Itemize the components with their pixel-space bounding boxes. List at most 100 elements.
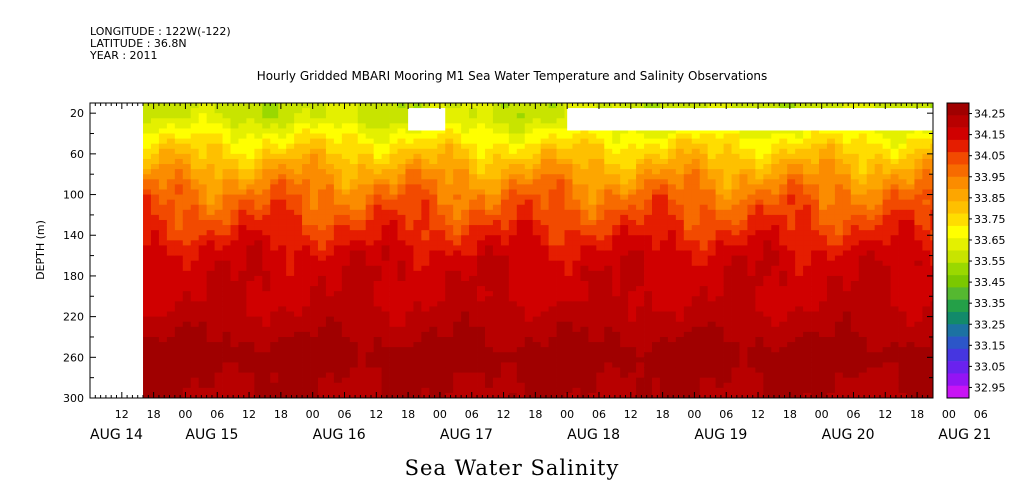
heat-cell	[230, 138, 239, 145]
heat-cell	[143, 336, 152, 343]
heat-cell	[198, 240, 208, 246]
heat-cell	[158, 250, 168, 256]
heat-cell	[747, 362, 756, 368]
heat-cell	[222, 164, 231, 170]
heat-cell	[707, 382, 717, 389]
heat-cell	[389, 184, 398, 190]
heat-cell	[317, 235, 327, 241]
heat-cell	[461, 143, 470, 150]
heat-cell	[349, 164, 359, 170]
heat-cell	[516, 311, 526, 318]
heat-cell	[803, 362, 812, 368]
heat-cell	[477, 367, 486, 373]
heat-cell	[166, 174, 176, 180]
heat-cell	[453, 108, 462, 114]
heat-cell	[644, 306, 653, 312]
heat-cell	[683, 321, 693, 328]
heat-cell	[365, 179, 375, 185]
heat-cell	[333, 204, 343, 211]
heat-cell	[230, 113, 239, 119]
heat-cell	[310, 342, 319, 348]
heat-cell	[222, 158, 231, 165]
heat-cell	[540, 164, 550, 170]
heat-cell	[484, 138, 494, 145]
heat-cell	[763, 209, 772, 216]
heat-cell	[492, 204, 502, 211]
heat-cell	[771, 347, 780, 353]
heat-cell	[819, 311, 828, 318]
heat-cell	[325, 103, 335, 109]
heat-cell	[405, 321, 414, 328]
heat-cell	[198, 143, 208, 150]
heat-cell	[771, 255, 780, 262]
heat-cell	[238, 362, 247, 368]
heat-cell	[333, 357, 343, 363]
heat-cell	[143, 270, 152, 277]
heat-cell	[580, 189, 589, 195]
heat-cell	[620, 301, 629, 307]
heat-cell	[286, 123, 295, 129]
heat-cell	[508, 153, 518, 160]
heat-cell	[532, 128, 542, 134]
heat-cell	[644, 352, 653, 358]
heat-cell	[357, 204, 367, 211]
heat-cell	[564, 392, 573, 399]
heat-cell	[580, 219, 589, 226]
heat-cell	[357, 164, 367, 170]
heat-cell	[819, 270, 828, 277]
heat-cell	[222, 123, 231, 129]
heat-cell	[516, 240, 526, 246]
heat-cell	[333, 153, 343, 160]
heat-cell	[174, 367, 184, 373]
heat-cell	[453, 260, 462, 267]
heat-cell	[811, 372, 820, 379]
heat-cell	[747, 392, 756, 399]
heat-cell	[333, 331, 343, 338]
heat-cell	[325, 138, 335, 145]
heat-cell	[238, 316, 247, 323]
heat-cell	[286, 189, 295, 195]
heat-cell	[262, 128, 271, 134]
heat-cell	[540, 250, 550, 256]
heat-cell	[174, 103, 184, 109]
heat-cell	[477, 204, 486, 211]
heat-cell	[270, 103, 279, 109]
heat-cell	[484, 291, 494, 297]
heat-cell	[524, 296, 534, 302]
heat-cell	[174, 260, 184, 267]
heat-cell	[174, 143, 184, 150]
heat-cell	[492, 357, 502, 363]
heat-cell	[556, 174, 565, 180]
heat-cell	[238, 179, 247, 185]
heat-cell	[429, 372, 438, 379]
heat-cell	[795, 235, 804, 241]
heat-cell	[222, 245, 231, 251]
heat-cell	[532, 148, 542, 155]
heat-cell	[461, 362, 470, 368]
heat-cell	[150, 143, 160, 150]
heat-cell	[373, 260, 382, 267]
heat-cell	[278, 235, 287, 241]
heat-cell	[795, 286, 804, 292]
heat-cell	[357, 286, 367, 292]
heat-cell	[636, 169, 645, 175]
heat-cell	[787, 204, 796, 211]
heat-cell	[556, 219, 565, 226]
heat-cell	[739, 240, 748, 246]
heat-cell	[636, 260, 645, 267]
heat-cell	[158, 265, 168, 272]
heat-cell	[270, 275, 279, 282]
heat-cell	[333, 301, 343, 307]
heat-cell	[795, 321, 804, 328]
heat-cell	[333, 118, 343, 124]
heat-cell	[588, 245, 597, 251]
heat-cell	[206, 311, 215, 318]
heat-cell	[628, 336, 637, 343]
heat-cell	[254, 372, 263, 379]
heat-cell	[556, 352, 565, 358]
heat-cell	[278, 103, 287, 109]
heat-cell	[636, 342, 645, 348]
heat-cell	[389, 245, 398, 251]
heat-cell	[604, 209, 613, 216]
heat-cell	[731, 321, 740, 328]
